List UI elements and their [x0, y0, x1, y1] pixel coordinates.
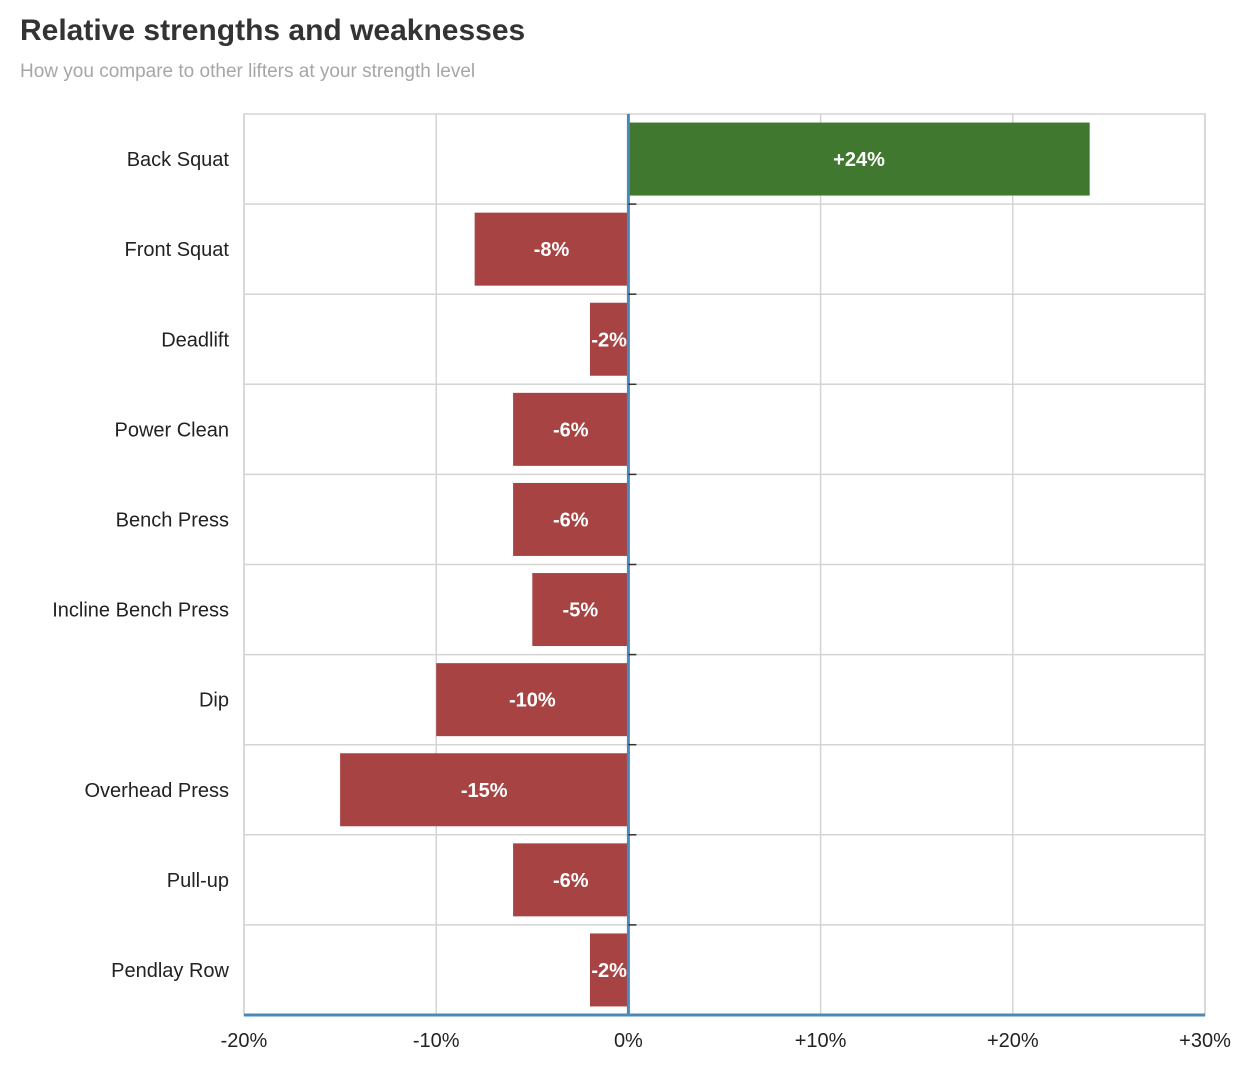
category-label: Power Clean: [114, 419, 229, 441]
category-label: Incline Bench Press: [52, 600, 229, 622]
chart-subtitle: How you compare to other lifters at your…: [20, 61, 476, 82]
bar-value-label: -6%: [553, 870, 589, 892]
category-label: Deadlift: [161, 329, 229, 351]
category-label: Bench Press: [116, 509, 229, 531]
x-tick-label: +20%: [987, 1030, 1039, 1052]
bar-value-label: -5%: [563, 600, 599, 622]
bar-value-label: -2%: [591, 960, 627, 982]
bar-pendlay-row: [589, 933, 629, 1007]
bar-back-squat: [628, 122, 1090, 196]
bar-value-label: -8%: [534, 239, 570, 261]
bar-overhead-press: [340, 753, 629, 827]
bar-value-label: -15%: [461, 780, 508, 802]
bar-value-label: -10%: [509, 690, 556, 712]
category-label: Pull-up: [167, 870, 229, 892]
x-tick-label: +30%: [1179, 1030, 1231, 1052]
category-label: Pendlay Row: [111, 960, 229, 982]
chart-title: Relative strengths and weaknesses: [20, 14, 526, 47]
x-tick-label: 0%: [614, 1030, 643, 1052]
bar-dip: [436, 663, 629, 737]
category-label: Back Squat: [127, 149, 230, 171]
bar-value-label: +24%: [833, 149, 885, 171]
bar-deadlift: [589, 302, 629, 376]
bar-bench-press: [513, 482, 629, 556]
x-tick-label: +10%: [795, 1030, 847, 1052]
bar-value-label: -6%: [553, 509, 589, 531]
x-tick-label: -10%: [413, 1030, 460, 1052]
category-label: Overhead Press: [84, 780, 229, 802]
bar-value-label: -6%: [553, 419, 589, 441]
bar-pull-up: [513, 843, 629, 917]
category-label: Front Squat: [124, 239, 229, 261]
bar-incline-bench-press: [532, 573, 629, 647]
bar-front-squat: [474, 212, 629, 286]
bar-power-clean: [513, 392, 629, 466]
category-label: Dip: [199, 690, 229, 712]
x-tick-label: -20%: [221, 1030, 268, 1052]
bar-value-label: -2%: [591, 329, 627, 351]
